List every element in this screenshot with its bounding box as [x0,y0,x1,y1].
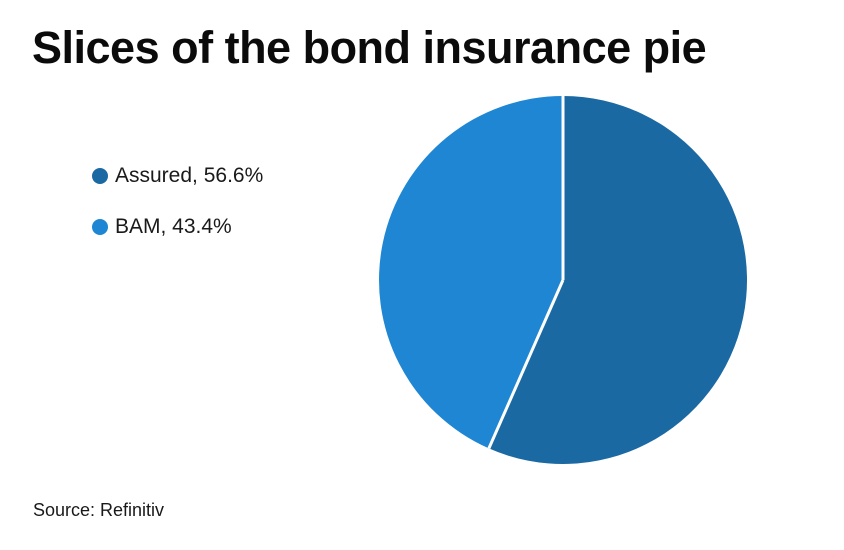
pie-chart-area [375,92,751,468]
legend-label-assured: Assured, 56.6% [115,164,264,187]
source-note: Source: Refinitiv [33,500,165,520]
legend: Assured, 56.6% BAM, 43.4% [92,164,263,266]
chart-title: Slices of the bond insurance pie [32,22,707,73]
legend-label-bam: BAM, 43.4% [115,215,232,238]
legend-dot-bam [92,219,108,235]
pie-chart [379,96,748,464]
legend-item-bam: BAM, 43.4% [92,215,263,239]
legend-dot-assured [92,168,108,184]
legend-item-assured: Assured, 56.6% [92,164,263,188]
pie-slice-divider [487,279,565,450]
pie-slice-assured [488,96,748,464]
pie-slice-bam [379,96,563,449]
